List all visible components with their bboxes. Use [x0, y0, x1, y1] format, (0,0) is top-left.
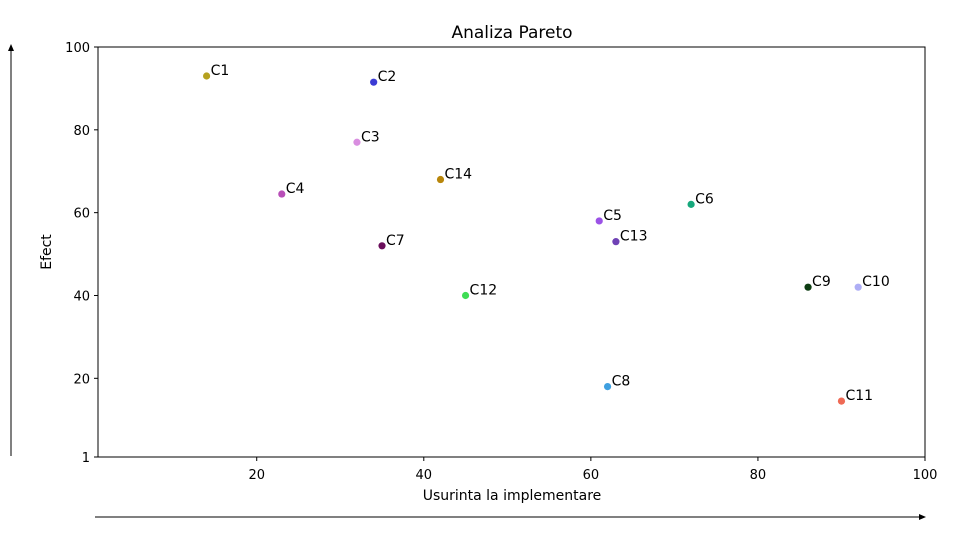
point-label-c3: C3: [361, 129, 380, 145]
point-label-c4: C4: [286, 181, 305, 197]
point-label-c7: C7: [386, 233, 405, 249]
chart-title: Analiza Pareto: [451, 23, 572, 43]
x-tick-label: 20: [248, 468, 265, 483]
point-label-c8: C8: [612, 374, 631, 390]
data-point-c13: [612, 238, 620, 246]
y-tick-label: 100: [65, 41, 90, 56]
point-label-c6: C6: [695, 191, 714, 207]
point-label-c1: C1: [211, 63, 230, 79]
point-label-c2: C2: [378, 69, 397, 85]
point-label-c10: C10: [862, 274, 890, 290]
point-label-c12: C12: [470, 282, 498, 298]
point-label-c9: C9: [812, 274, 831, 290]
data-point-c11: [837, 397, 846, 405]
data-point-c5: [595, 217, 603, 225]
data-point-c10: [854, 283, 862, 291]
x-tick-label: 60: [583, 468, 600, 483]
point-label-c14: C14: [444, 167, 472, 183]
data-point-c8: [603, 382, 612, 391]
data-point-c6: [687, 200, 695, 208]
y-tick-label: 20: [73, 372, 90, 387]
x-tick-label: 40: [416, 468, 433, 483]
x-axis-ticks: 20 40 60 80 100: [248, 457, 937, 483]
y-axis-ticks: 1 20 40 60 80 100: [65, 41, 98, 466]
data-point-c2: [370, 78, 378, 86]
data-point-c12: [461, 291, 470, 300]
data-point-c9: [804, 283, 812, 291]
data-point-c4: [278, 190, 286, 198]
point-label-c5: C5: [603, 208, 622, 224]
point-label-c11: C11: [845, 388, 873, 404]
y-tick-label: 60: [73, 207, 90, 222]
point-label-c13: C13: [620, 229, 648, 245]
y-axis-label: Efect: [39, 234, 55, 270]
data-point-c3: [353, 138, 361, 146]
plot-frame: [97, 46, 926, 458]
y-tick-label: 40: [73, 289, 90, 304]
data-point-c14: [436, 175, 445, 184]
x-tick-label: 100: [913, 468, 938, 483]
x-axis-label: Usurinta la implementare: [423, 488, 602, 504]
data-point-c1: [202, 72, 211, 80]
x-tick-label: 80: [750, 468, 767, 483]
y-tick-label: 80: [73, 124, 90, 139]
data-point-c7: [378, 242, 386, 250]
data-points: C1 C2 C3 C4 C5 C6 C7 C8 C9 C10 C11 C12 C13 C14: [202, 63, 890, 405]
y-tick-label: 1: [82, 451, 90, 466]
